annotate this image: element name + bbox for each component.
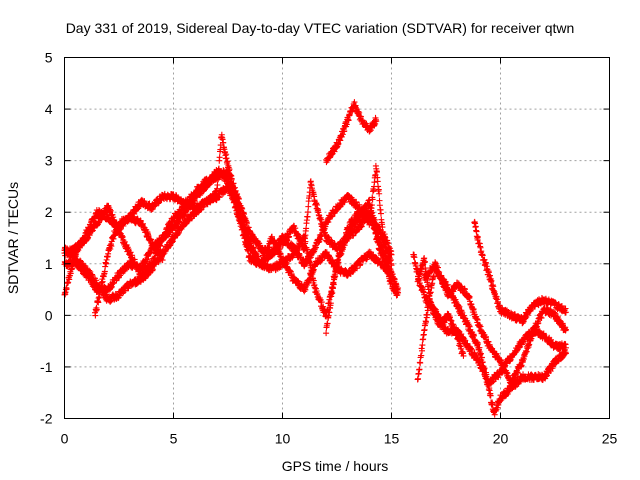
data-point: [304, 209, 311, 216]
data-points: [61, 99, 569, 418]
data-point: [121, 238, 128, 245]
data-point: [376, 190, 383, 197]
data-point: [318, 299, 325, 306]
data-point: [214, 182, 221, 189]
data-point: [92, 312, 99, 319]
data-point: [220, 139, 227, 146]
data-point: [305, 203, 312, 210]
data-point: [419, 342, 426, 349]
data-point: [323, 330, 330, 337]
data-point: [216, 154, 223, 161]
data-point: [127, 249, 134, 256]
chart-title: Day 331 of 2019, Sidereal Day-to-day VTE…: [66, 20, 575, 36]
data-point: [416, 366, 423, 373]
data-point: [417, 359, 424, 366]
data-point: [377, 210, 384, 217]
data-point: [119, 233, 126, 240]
data-point: [224, 158, 231, 165]
data-point: [86, 232, 93, 239]
data-point: [424, 311, 431, 318]
